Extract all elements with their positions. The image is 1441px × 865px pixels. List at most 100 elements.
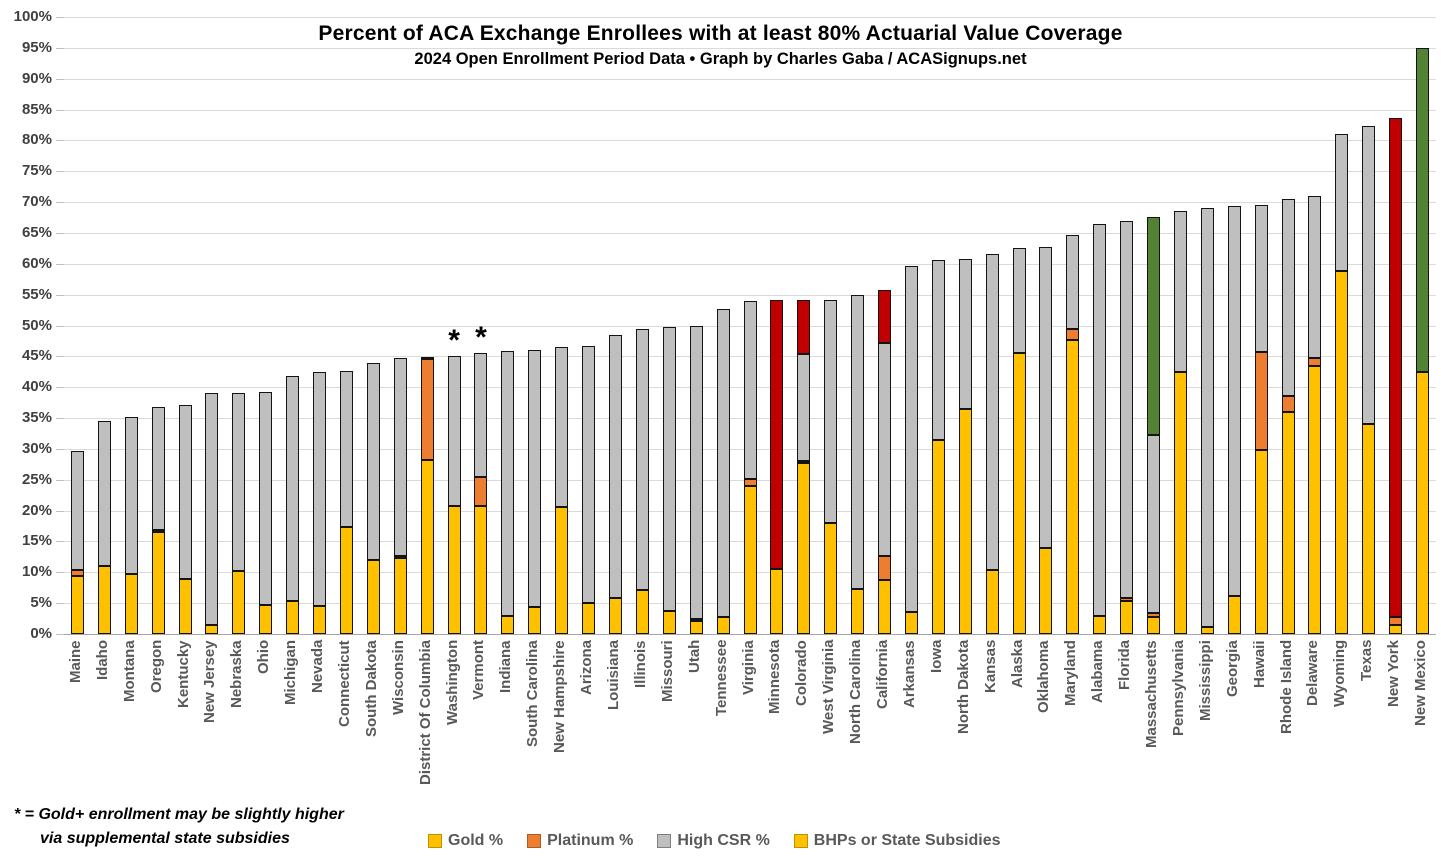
- bar-segment-platinum-vermont: [474, 477, 488, 506]
- bar-segment-gold-utah: [689, 621, 703, 634]
- legend-item-bhps-or-state-subsidies: BHPs or State Subsidies: [793, 832, 1001, 850]
- chart-subtitle: 2024 Open Enrollment Period Data • Graph…: [414, 50, 1027, 68]
- x-axis-label-wyoming: Wyoming: [1331, 640, 1349, 708]
- y-tick-label: 15%: [21, 532, 52, 550]
- y-tick-mark: [56, 356, 64, 358]
- x-axis-label-wisconsin: Wisconsin: [389, 640, 407, 715]
- bar-segment-high_csr-georgia: [1227, 206, 1241, 596]
- x-axis-label-nevada: Nevada: [309, 640, 327, 694]
- x-axis-label-district-of-columbia: District Of Columbia: [416, 640, 434, 786]
- y-tick-mark: [56, 418, 64, 420]
- bar-segment-high_csr-idaho: [97, 421, 111, 566]
- bar-segment-gold-arizona: [582, 603, 596, 634]
- bar-segment-gold-illinois: [635, 589, 649, 634]
- gridline: [64, 294, 1436, 296]
- x-axis-label-idaho: Idaho: [93, 640, 111, 680]
- y-tick-label: 80%: [21, 131, 52, 149]
- x-axis-label-ohio: Ohio: [255, 640, 273, 675]
- bar-segment-gold-connecticut: [339, 526, 353, 634]
- bar-segment-gold-district-of-columbia: [420, 460, 434, 634]
- y-tick-label: 40%: [21, 378, 52, 396]
- x-axis-label-montana: Montana: [120, 640, 138, 702]
- gridline: [64, 78, 1436, 80]
- x-axis-label-utah: Utah: [685, 640, 703, 674]
- x-axis-label-south-carolina: South Carolina: [524, 640, 542, 747]
- y-tick-label: 95%: [21, 38, 52, 56]
- y-tick-label: 85%: [21, 100, 52, 118]
- bar-segment-gold-new-york: [1389, 625, 1403, 634]
- bar-segment-high_csr-pennsylvania: [1173, 210, 1187, 373]
- bar-segment-gold-arkansas: [904, 611, 918, 634]
- y-tick-label: 90%: [21, 69, 52, 87]
- bar-segment-platinum-delaware: [1308, 357, 1322, 367]
- bar-segment-gold-nebraska: [232, 571, 246, 634]
- y-tick-mark: [56, 171, 64, 173]
- bar-segment-gold-florida: [1120, 601, 1134, 634]
- bar-segment-gold-west-virginia: [824, 522, 838, 634]
- bar-segment-gold-indiana: [501, 615, 515, 634]
- bar-segment-high_csr-indiana: [501, 351, 515, 616]
- y-tick-label: 70%: [21, 193, 52, 211]
- y-tick-label: 100%: [13, 8, 52, 25]
- bar-segment-high_csr-washington: [447, 356, 461, 506]
- bar-segment-high_csr-west-virginia: [824, 299, 838, 523]
- gridline: [64, 140, 1436, 142]
- bar-segment-high_csr-connecticut: [339, 371, 353, 527]
- bar-segment-platinum-california: [878, 556, 891, 581]
- bar-segment-gold-nevada: [313, 605, 327, 634]
- bar-segment-high_csr-ohio: [259, 392, 273, 606]
- y-tick-mark: [56, 572, 64, 574]
- asterisk-marker-vermont: *: [475, 320, 487, 354]
- bar-segment-platinum-rhode-island: [1281, 396, 1295, 412]
- y-tick-label: 60%: [21, 254, 52, 272]
- bar-segment-gold-rhode-island: [1281, 411, 1295, 634]
- x-axis-label-florida: Florida: [1116, 640, 1134, 691]
- bar-segment-gold-ohio: [259, 605, 273, 634]
- bar-segment-gold-michigan: [286, 600, 300, 634]
- bar-segment-gold-hawaii: [1254, 450, 1268, 634]
- bar-segment-high_csr-texas: [1362, 126, 1376, 425]
- x-axis-label-maine: Maine: [66, 640, 84, 683]
- y-tick-label: 0%: [30, 625, 52, 642]
- x-axis-label-louisiana: Louisiana: [604, 640, 622, 711]
- x-axis-label-nebraska: Nebraska: [228, 640, 246, 708]
- x-axis-label-illinois: Illinois: [631, 640, 649, 688]
- y-tick-mark: [56, 448, 64, 450]
- bar-segment-special-massachusetts: [1147, 216, 1161, 435]
- bar-segment-high_csr-florida: [1120, 221, 1134, 599]
- gridline: [64, 47, 1436, 49]
- x-axis-label-kentucky: Kentucky: [174, 640, 192, 708]
- bar-segment-gold-virginia: [743, 485, 757, 634]
- gridline: [64, 202, 1436, 204]
- bar-segment-gold-kansas: [985, 569, 999, 634]
- bar-segment-gold-tennessee: [716, 617, 730, 634]
- bar-segment-high_csr-colorado: [797, 353, 811, 462]
- bar-segment-high_csr-mississippi: [1200, 208, 1214, 628]
- x-axis-label-hawaii: Hawaii: [1250, 640, 1268, 688]
- y-tick-mark: [56, 603, 64, 605]
- y-tick-mark: [56, 47, 64, 49]
- bar-segment-gold-missouri: [662, 610, 676, 634]
- y-tick-mark: [56, 325, 64, 327]
- bar-segment-high_csr-maryland: [1066, 235, 1080, 329]
- legend-swatch-icon: [793, 834, 808, 848]
- bar-segment-high_csr-rhode-island: [1281, 199, 1295, 397]
- x-axis-label-vermont: Vermont: [470, 640, 488, 701]
- y-tick-label: 65%: [21, 223, 52, 241]
- bar-segment-platinum-florida: [1120, 598, 1134, 602]
- bar-segment-high_csr-utah: [689, 325, 703, 619]
- bar-segment-platinum-oregon: [151, 529, 165, 533]
- bar-segment-special-california: [878, 290, 891, 343]
- bar-segment-gold-california: [878, 580, 891, 634]
- bar-segment-high_csr-delaware: [1308, 195, 1322, 358]
- y-tick-mark: [56, 541, 64, 543]
- gridline: [64, 263, 1436, 265]
- bar-segment-high_csr-nebraska: [232, 393, 246, 572]
- bar-segment-gold-oklahoma: [1039, 548, 1053, 634]
- bar-segment-special-minnesota: [770, 299, 784, 570]
- bar-segment-high_csr-vermont: [474, 352, 488, 478]
- x-axis-label-alabama: Alabama: [1089, 640, 1107, 703]
- bar-segment-gold-massachusetts: [1147, 617, 1161, 634]
- bar-segment-high_csr-hawaii: [1254, 204, 1268, 353]
- bar-segment-gold-wyoming: [1335, 271, 1349, 634]
